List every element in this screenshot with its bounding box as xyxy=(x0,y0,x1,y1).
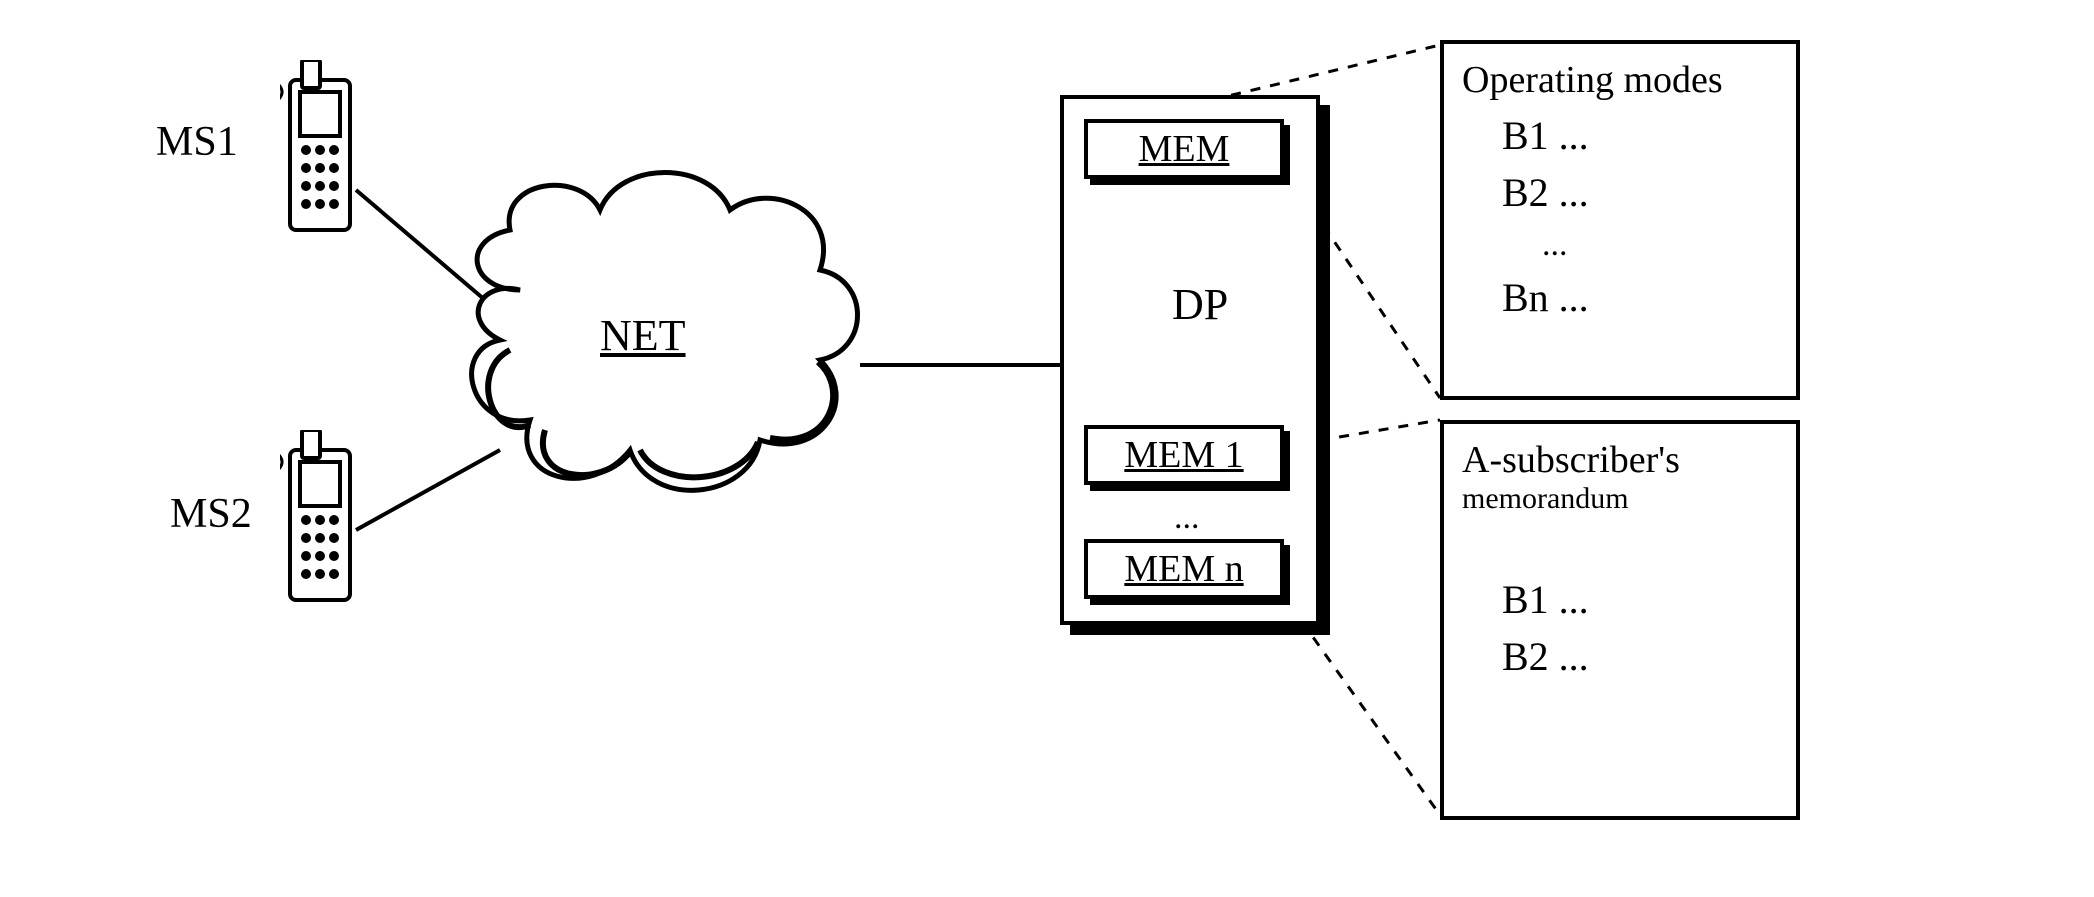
phone-icon-ms1 xyxy=(280,60,360,240)
memo-title-line2: memorandum xyxy=(1462,482,1778,516)
operating-modes-line: Bn ... xyxy=(1462,274,1778,321)
subscriber-memo-box: A-subscriber's memorandum B1 ... B2 ... xyxy=(1440,420,1800,820)
mem-ellipsis: ... xyxy=(1174,499,1200,537)
phone-icon-ms2 xyxy=(280,430,360,610)
operating-modes-line: B1 ... xyxy=(1462,112,1778,159)
operating-modes-title: Operating modes xyxy=(1462,58,1778,102)
memo-title-line1: A-subscriber's xyxy=(1462,438,1778,482)
memn-block: MEM n xyxy=(1084,539,1284,599)
operating-modes-box: Operating modes B1 ... B2 ... ... Bn ... xyxy=(1440,40,1800,400)
dp-server-box: MEM DP MEM 1 ... MEM n xyxy=(1060,95,1320,625)
dp-label: DP xyxy=(1172,279,1228,330)
net-label: NET xyxy=(600,310,686,361)
mem-block: MEM xyxy=(1084,119,1284,179)
network-diagram: MS1 MS2 xyxy=(0,0,2094,897)
ms2-label: MS2 xyxy=(170,490,252,538)
memo-line: B2 ... xyxy=(1462,633,1778,680)
operating-modes-line: ... xyxy=(1462,226,1778,264)
operating-modes-line: B2 ... xyxy=(1462,169,1778,216)
memo-line: B1 ... xyxy=(1462,576,1778,623)
mem1-block: MEM 1 xyxy=(1084,425,1284,485)
ms1-label: MS1 xyxy=(156,118,238,166)
